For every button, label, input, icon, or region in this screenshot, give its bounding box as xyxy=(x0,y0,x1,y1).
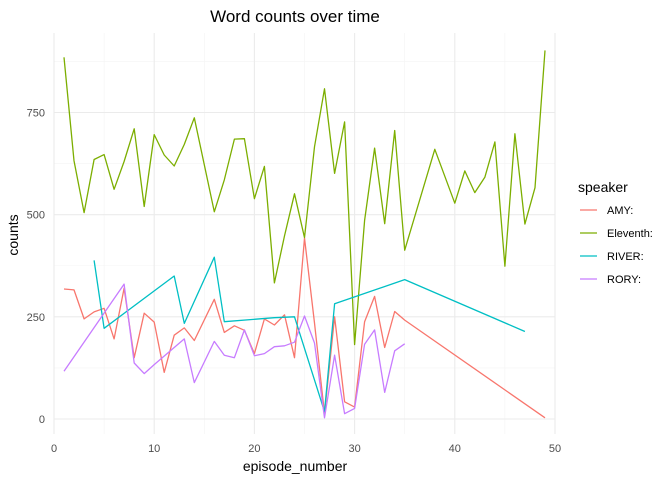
x-axis-title: episode_number xyxy=(243,458,348,474)
y-axis-title: counts xyxy=(5,214,21,255)
x-tick-label: 50 xyxy=(549,443,561,455)
legend-label-amy: AMY: xyxy=(607,205,633,217)
legend-label-rory: RORY: xyxy=(607,274,641,286)
x-tick-label: 20 xyxy=(248,443,260,455)
legend: speaker AMY: Eleventh: RIVER: RORY: xyxy=(578,179,653,286)
x-tick-label: 10 xyxy=(148,443,160,455)
x-axis-ticks: 0 10 20 30 40 50 xyxy=(51,443,561,455)
y-tick-label: 250 xyxy=(27,312,45,324)
x-tick-label: 0 xyxy=(51,443,57,455)
legend-label-eleventh: Eleventh: xyxy=(607,228,653,240)
y-tick-label: 750 xyxy=(27,108,45,120)
y-tick-label: 0 xyxy=(39,414,45,426)
legend-label-river: RIVER: xyxy=(607,251,644,263)
series-lines xyxy=(63,50,546,419)
y-tick-label: 500 xyxy=(27,210,45,222)
series-line-rory xyxy=(63,283,406,419)
x-tick-label: 40 xyxy=(449,443,461,455)
series-line-river xyxy=(93,256,526,413)
series-line-eleventh xyxy=(63,50,546,346)
y-axis-ticks: 0 250 500 750 xyxy=(27,108,45,427)
legend-title: speaker xyxy=(578,179,628,195)
x-tick-label: 30 xyxy=(348,443,360,455)
chart-title: Word counts over time xyxy=(210,7,380,26)
legend-items: AMY: Eleventh: RIVER: RORY: xyxy=(580,205,653,286)
